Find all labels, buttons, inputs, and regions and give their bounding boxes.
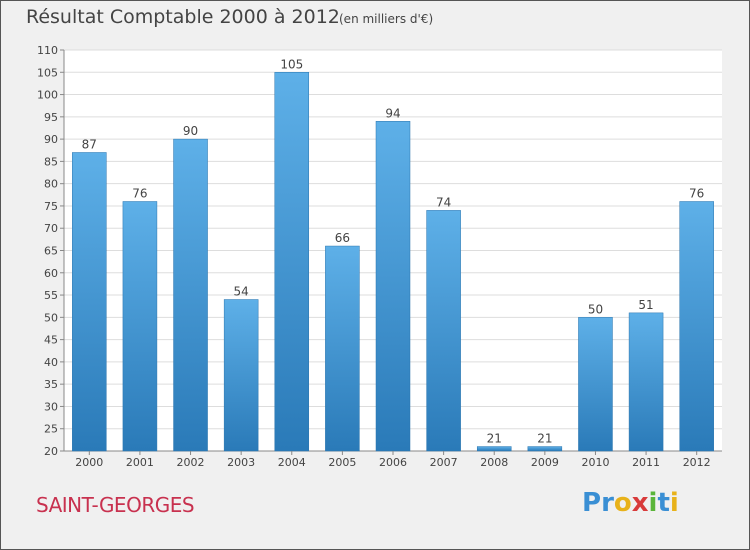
logo-letter: o <box>613 488 632 518</box>
y-tick-label: 90 <box>44 133 58 146</box>
proxiti-logo[interactable]: Proxiti <box>582 488 679 518</box>
bar-value-label: 90 <box>183 124 198 138</box>
y-tick-label: 110 <box>37 44 58 57</box>
y-tick-label: 45 <box>44 334 58 347</box>
bar <box>173 138 208 452</box>
place-name: SAINT-GEORGES <box>36 493 195 517</box>
x-tick-label: 2005 <box>328 456 356 469</box>
y-tick-label: 35 <box>44 378 58 391</box>
bar-value-label: 51 <box>638 298 653 312</box>
bar-value-label: 87 <box>82 137 97 151</box>
x-tick-label: 2002 <box>177 456 205 469</box>
bar-value-label: 21 <box>487 432 502 446</box>
y-tick-label: 25 <box>44 423 58 436</box>
x-tick-label: 2008 <box>480 456 508 469</box>
y-tick-label: 50 <box>44 311 58 324</box>
chart-title: Résultat Comptable 2000 à 2012 <box>26 6 340 28</box>
x-tick-label: 2003 <box>227 456 255 469</box>
bar <box>274 72 310 452</box>
chart-subtitle: (en milliers d'€) <box>339 12 434 26</box>
x-tick-label: 2004 <box>278 456 306 469</box>
x-tick-label: 2011 <box>632 456 660 469</box>
bar-value-label: 66 <box>335 231 350 245</box>
bar <box>628 312 664 452</box>
bar <box>325 245 360 452</box>
bar-value-label: 21 <box>537 432 552 446</box>
bar <box>375 121 411 452</box>
bar-value-label: 76 <box>689 186 704 200</box>
x-tick-label: 2006 <box>379 456 407 469</box>
bar-value-label: 76 <box>132 186 147 200</box>
y-tick-label: 100 <box>37 89 58 102</box>
bar-value-label: 74 <box>436 195 451 209</box>
y-tick-label: 85 <box>44 155 58 168</box>
bar-value-label: 50 <box>588 302 603 316</box>
logo-letter: i <box>648 488 658 518</box>
logo-letter: r <box>601 488 614 518</box>
bar <box>476 446 512 452</box>
x-tick-label: 2007 <box>430 456 458 469</box>
x-tick-label: 2000 <box>75 456 103 469</box>
logo-letter: P <box>582 488 602 518</box>
x-tick-label: 2009 <box>531 456 559 469</box>
bar-value-label: 105 <box>280 57 303 71</box>
y-tick-label: 30 <box>44 400 58 413</box>
y-tick-label: 75 <box>44 200 58 213</box>
logo-letter: i <box>669 488 679 518</box>
bar <box>527 446 563 452</box>
y-tick-label: 60 <box>44 267 58 280</box>
bar <box>122 201 158 452</box>
y-tick-label: 65 <box>44 245 58 258</box>
y-tick-label: 80 <box>44 178 58 191</box>
logo-letter: t <box>657 488 670 518</box>
y-tick-label: 55 <box>44 289 58 302</box>
bar <box>679 201 714 452</box>
y-tick-label: 105 <box>37 66 58 79</box>
y-tick-label: 40 <box>44 356 58 369</box>
bar <box>426 210 461 452</box>
bar <box>578 317 613 452</box>
logo-letter: x <box>631 488 649 518</box>
bar <box>223 299 259 452</box>
y-tick-label: 95 <box>44 111 58 124</box>
bar-value-label: 54 <box>234 285 249 299</box>
x-tick-label: 2010 <box>581 456 609 469</box>
x-tick-label: 2012 <box>683 456 711 469</box>
x-tick-label: 2001 <box>126 456 154 469</box>
y-tick-label: 70 <box>44 222 58 235</box>
bar <box>72 152 107 452</box>
bar-value-label: 94 <box>385 106 400 120</box>
plot-area: 20 25 30 35 40 45 50 55 60 65 70 75 80 85 90 95 100 105 11… <box>37 44 722 469</box>
y-tick-label: 20 <box>44 445 58 458</box>
